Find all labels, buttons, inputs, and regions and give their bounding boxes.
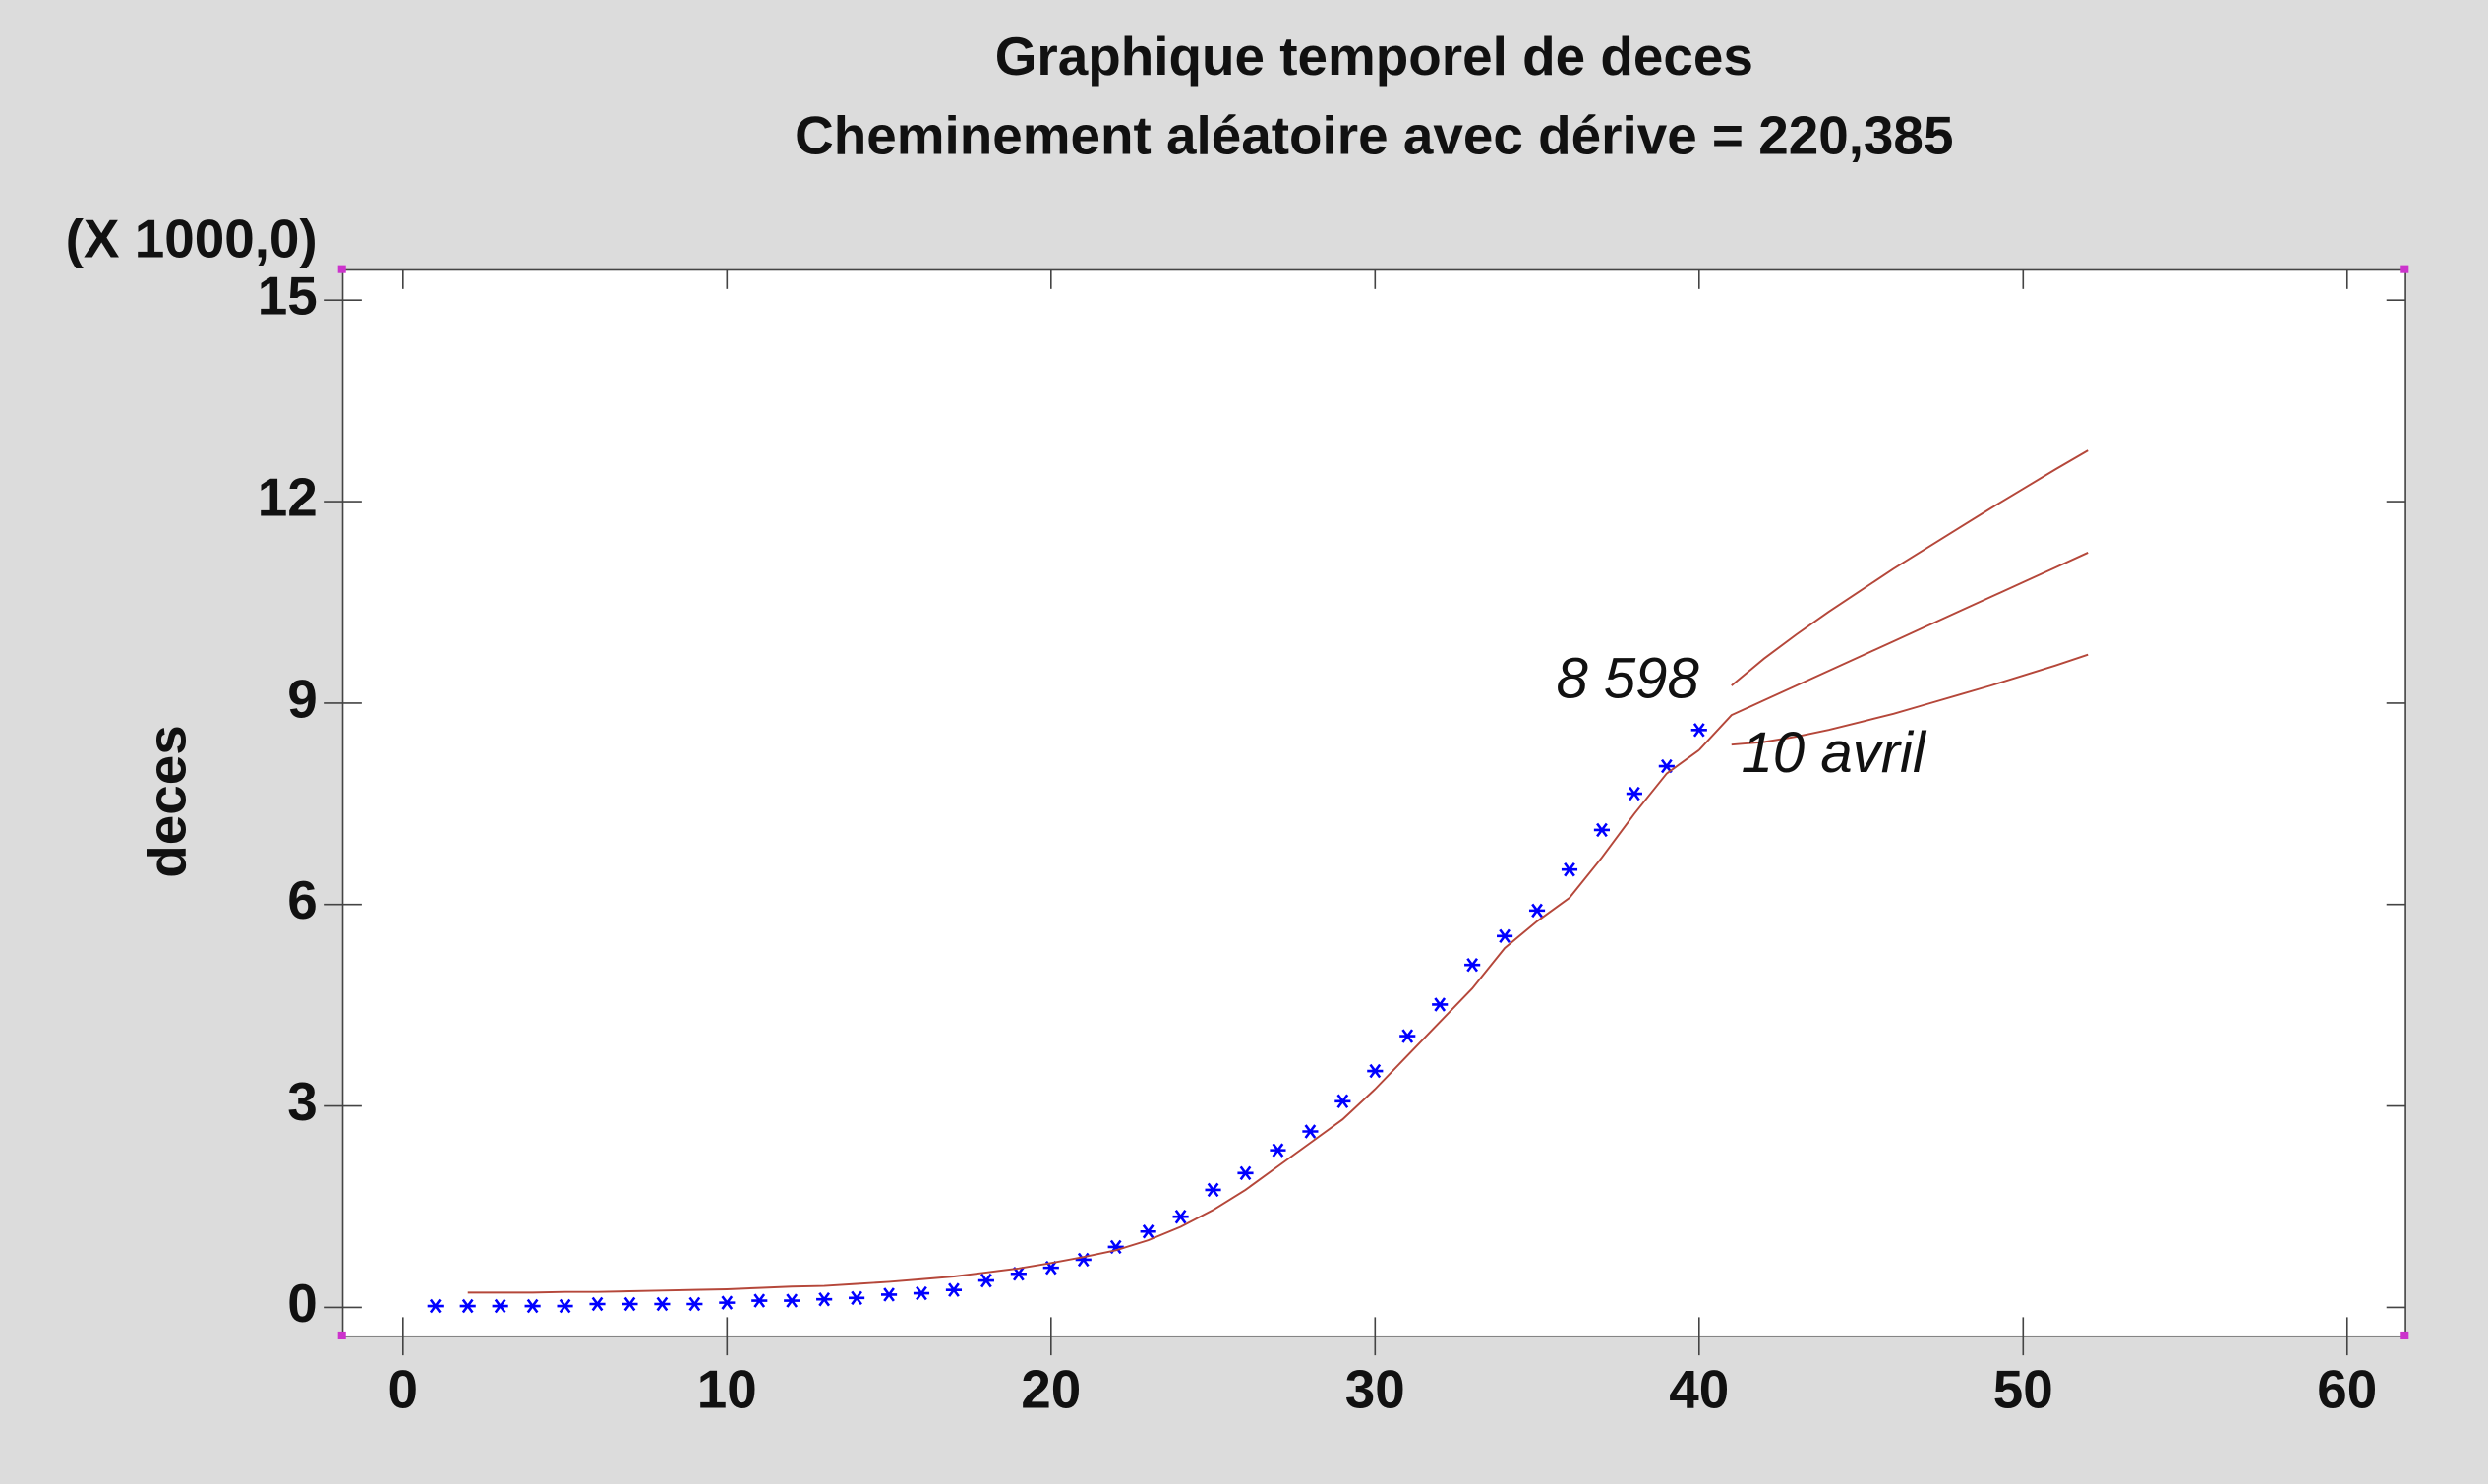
y-axis-label: deces [137,725,198,878]
y-tick-label: 15 [258,266,318,326]
corner [337,265,346,273]
data-point [1464,957,1481,973]
data-point [1205,1182,1221,1198]
corner [2400,265,2409,273]
data-point [427,1298,444,1314]
corner [337,1331,346,1339]
data-point [1561,861,1578,877]
forecast-line [467,748,1700,1294]
corner [2400,1331,2409,1339]
chart-subtitle: Cheminement aléatoire avec dérive = 220,… [795,105,1953,166]
data-point [849,1290,865,1306]
x-tick-label: 0 [388,1358,419,1419]
data-point [816,1291,833,1307]
x-tick-label: 20 [1021,1358,1081,1419]
corner-markers [337,265,2409,1339]
x-tick-label: 50 [1993,1358,2053,1419]
data-point [492,1298,508,1314]
data-point [654,1296,671,1312]
data-point [622,1296,638,1312]
data-point [524,1298,541,1314]
x-tick-label: 40 [1669,1358,1729,1419]
data-point [686,1296,703,1312]
annotation: 10 avril [1742,721,1927,785]
data-point [1270,1143,1286,1158]
chart-title: Graphique temporel de deces [995,26,1753,87]
y-tick-label: 3 [287,1071,318,1132]
data-point [589,1296,606,1312]
data-point [945,1282,963,1297]
y-tick-label: 12 [258,467,318,528]
data-point [1237,1165,1254,1181]
data-point [1432,997,1449,1012]
data-point [1593,822,1611,838]
data-point [751,1293,768,1308]
data-point [1690,723,1707,738]
data-point [557,1298,573,1314]
data-point [1626,786,1642,801]
forecast-line [1698,552,2089,751]
y-tick-label: 9 [287,668,318,729]
data-point [459,1298,476,1314]
data-point [1367,1063,1384,1079]
data-point [1399,1029,1416,1043]
data-point [719,1295,736,1310]
data-point [1528,903,1546,919]
data-point [784,1293,800,1308]
data-point [880,1287,898,1302]
y-scale-label: (X 1000,0) [66,208,318,269]
data-point [977,1273,994,1288]
annotation: 8 598 [1556,647,1698,711]
data-point [1334,1094,1351,1109]
x-tick-label: 10 [697,1358,757,1419]
data-point [1140,1224,1156,1239]
forecast-line [1731,449,2089,686]
data-point [1172,1209,1189,1224]
y-tick-label: 0 [287,1273,318,1334]
forecast-line [1731,653,2089,746]
data-point [1497,928,1513,944]
data-point [1302,1124,1319,1139]
plot-area [341,268,2406,1337]
x-tick-label: 30 [1345,1358,1405,1419]
x-tick-label: 60 [2317,1358,2377,1419]
data-point [913,1285,930,1301]
y-tick-label: 6 [287,869,318,930]
